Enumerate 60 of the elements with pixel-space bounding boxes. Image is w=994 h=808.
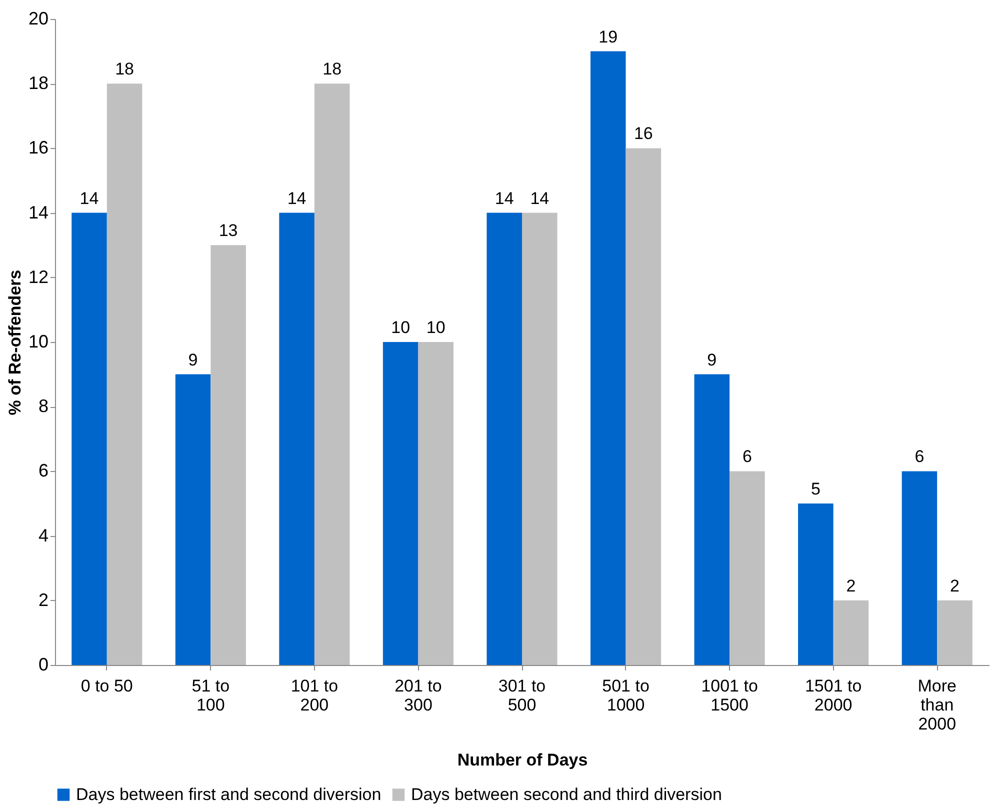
bar xyxy=(106,84,142,665)
bar xyxy=(382,342,418,665)
x-tick-label: 101 to 200 xyxy=(290,676,338,714)
y-tick-label: 14 xyxy=(28,202,48,222)
bar xyxy=(72,212,107,665)
y-tick-label: 18 xyxy=(28,73,48,94)
bar xyxy=(418,342,454,665)
bar xyxy=(590,51,626,665)
data-label: 18 xyxy=(322,60,342,79)
legend-label: Days between second and third diversion xyxy=(411,784,722,804)
bar xyxy=(522,212,558,665)
data-label: 14 xyxy=(80,188,99,208)
x-tick-label: 1001 to 1500 xyxy=(701,676,758,714)
y-tick-label: 12 xyxy=(28,266,48,287)
y-axis-title: % of Re-offenders xyxy=(5,270,24,416)
data-label: 6 xyxy=(742,447,752,466)
data-label: 14 xyxy=(530,188,550,208)
x-tick-label: 501 to 1000 xyxy=(602,676,650,714)
legend-label: Days between first and second diversion xyxy=(76,784,382,804)
data-label: 10 xyxy=(426,318,446,337)
y-tick-label: 10 xyxy=(28,332,48,352)
bar xyxy=(730,471,765,665)
bar xyxy=(175,374,211,665)
x-tick-label: 201 to 300 xyxy=(394,676,442,714)
data-label: 18 xyxy=(115,60,134,79)
data-label: 6 xyxy=(914,447,924,466)
y-tick-label: 8 xyxy=(38,396,48,416)
bar xyxy=(937,600,972,665)
data-label: 9 xyxy=(188,350,198,370)
x-tick-label: 1501 to 2000 xyxy=(804,676,862,714)
x-tick-label: 0 to 50 xyxy=(80,676,133,696)
data-label: 16 xyxy=(634,124,653,144)
data-label: 10 xyxy=(391,318,410,337)
bar xyxy=(902,471,938,665)
bar xyxy=(279,212,314,665)
data-label: 19 xyxy=(598,27,618,46)
y-tick-label: 16 xyxy=(28,138,48,158)
bar xyxy=(626,148,662,665)
data-label: 2 xyxy=(950,576,960,596)
bar xyxy=(210,245,246,665)
y-tick-label: 0 xyxy=(38,654,48,674)
data-label: 13 xyxy=(218,221,238,240)
y-tick-label: 6 xyxy=(38,460,48,481)
bar xyxy=(798,504,834,665)
bar xyxy=(486,212,522,665)
x-tick-label: 301 to 500 xyxy=(498,676,546,714)
data-label: 5 xyxy=(810,480,820,498)
y-tick-label: 4 xyxy=(38,525,48,546)
y-tick-label: 20 xyxy=(28,8,48,28)
data-label: 2 xyxy=(846,576,856,596)
y-tick-label: 2 xyxy=(38,590,48,610)
data-label: 9 xyxy=(707,350,717,370)
x-tick-label: 51 to 100 xyxy=(192,676,230,714)
bar xyxy=(314,84,350,665)
x-tick-label: More than 2000 xyxy=(918,676,956,734)
data-label: 14 xyxy=(494,188,514,208)
bar xyxy=(833,600,869,665)
bar xyxy=(694,374,730,665)
data-label: 14 xyxy=(287,188,306,208)
x-axis-title: Number of Days xyxy=(457,750,588,770)
